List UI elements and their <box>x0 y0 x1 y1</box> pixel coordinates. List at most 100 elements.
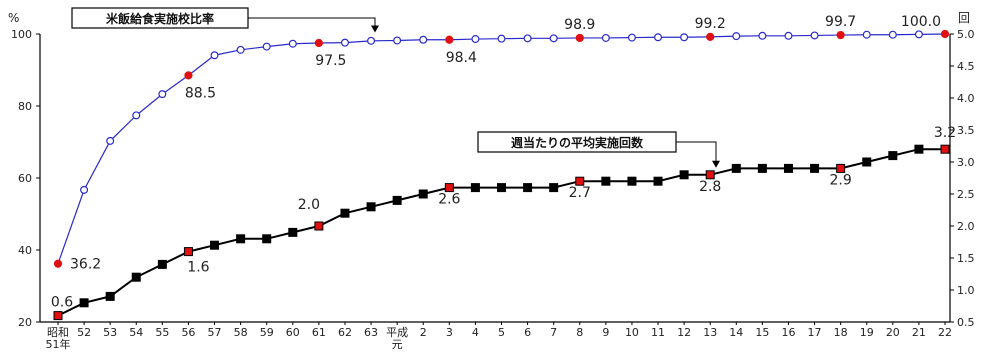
x-tick-label: 20 <box>886 326 900 339</box>
data-point <box>470 183 480 193</box>
callout-arrowhead <box>371 25 379 33</box>
callout-leader-line <box>676 141 717 162</box>
x-tick-label: 平成 <box>386 326 408 339</box>
callout-leader-line <box>248 17 376 27</box>
right-tick-label: 3.5 <box>957 124 975 137</box>
data-point <box>757 163 767 173</box>
data-label: 2.0 <box>298 197 320 213</box>
x-tick-label: 17 <box>808 326 822 339</box>
right-tick-label: 2.0 <box>957 220 975 233</box>
x-tick-label: 16 <box>781 326 795 339</box>
data-label: 100.0 <box>901 14 941 30</box>
data-point <box>497 183 506 193</box>
data-point <box>654 33 663 42</box>
data-label: 0.6 <box>51 295 73 311</box>
data-point <box>888 151 898 161</box>
right-axis-unit: 回 <box>958 11 970 25</box>
x-tick-label: 昭和 <box>47 326 69 339</box>
right-tick-label: 1.0 <box>957 284 975 297</box>
data-point <box>157 259 167 269</box>
x-tick-label: 61 <box>312 326 326 339</box>
data-point <box>810 31 819 40</box>
data-point <box>601 176 611 186</box>
left-tick-label: 80 <box>18 100 32 113</box>
left-tick-label: 100 <box>11 28 32 41</box>
right-tick-label: 0.5 <box>957 316 975 329</box>
data-point <box>158 90 167 99</box>
data-label: 2.8 <box>699 179 721 195</box>
data-point <box>131 272 141 282</box>
data-point <box>862 157 872 167</box>
x-tick-label: 元 <box>392 338 403 351</box>
data-point <box>705 170 715 180</box>
data-point <box>679 170 689 180</box>
right-tick-label: 1.5 <box>957 252 975 265</box>
x-tick-label: 14 <box>729 326 743 339</box>
data-point <box>445 35 454 44</box>
data-point <box>836 163 846 173</box>
data-point <box>210 240 220 250</box>
data-point <box>783 163 793 173</box>
data-label: 2.9 <box>830 172 852 188</box>
right-tick-label: 4.5 <box>957 60 975 73</box>
data-point <box>53 259 63 268</box>
data-point <box>392 195 402 205</box>
data-point <box>888 30 897 39</box>
data-point <box>79 298 89 308</box>
data-point <box>236 45 245 54</box>
data-point <box>914 30 923 39</box>
x-tick-label: 15 <box>755 326 769 339</box>
x-tick-label: 4 <box>472 326 479 339</box>
data-point <box>288 227 298 237</box>
data-label: 99.2 <box>695 16 726 32</box>
data-label: 98.9 <box>564 17 595 33</box>
data-point <box>706 32 715 41</box>
right-tick-label: 2.5 <box>957 188 975 201</box>
data-point <box>340 38 349 47</box>
right-tick-label: 3.0 <box>957 156 975 169</box>
right-tick-label: 4.0 <box>957 92 975 105</box>
x-tick-label: 55 <box>155 326 169 339</box>
data-point <box>523 183 533 193</box>
left-tick-label: 40 <box>18 244 32 257</box>
data-point <box>184 71 193 80</box>
data-label: 97.5 <box>315 53 346 69</box>
x-tick-label: 18 <box>834 326 848 339</box>
data-label: 36.2 <box>70 257 101 273</box>
x-tick-label: 7 <box>550 326 557 339</box>
data-point <box>132 111 141 120</box>
data-point <box>262 42 271 51</box>
left-axis-unit: % <box>8 11 19 25</box>
x-tick-label: 2 <box>420 326 427 339</box>
x-tick-label: 9 <box>602 326 609 339</box>
data-label: 99.7 <box>825 14 856 30</box>
x-tick-label: 22 <box>938 326 952 339</box>
data-point <box>653 176 663 186</box>
data-point <box>419 35 428 44</box>
data-label: 98.4 <box>446 50 477 66</box>
data-point <box>340 208 350 218</box>
x-tick-label: 62 <box>338 326 352 339</box>
data-point <box>366 202 376 212</box>
callout-arrowhead <box>712 160 720 168</box>
data-point <box>393 36 402 45</box>
data-point <box>784 31 793 40</box>
data-point <box>53 311 63 321</box>
data-point <box>236 234 246 244</box>
x-tick-label: 53 <box>103 326 117 339</box>
data-point <box>314 221 324 231</box>
series-line-1 <box>57 148 945 317</box>
x-tick-label: 60 <box>286 326 300 339</box>
data-point <box>106 136 115 145</box>
data-point <box>914 144 924 154</box>
data-point <box>549 34 558 43</box>
x-tick-label: 59 <box>260 326 274 339</box>
x-tick-label: 3 <box>446 326 453 339</box>
data-point <box>80 185 89 194</box>
data-point <box>940 29 950 39</box>
data-point <box>627 33 636 42</box>
data-point <box>497 34 506 43</box>
data-point <box>575 176 585 186</box>
data-point <box>627 176 637 186</box>
